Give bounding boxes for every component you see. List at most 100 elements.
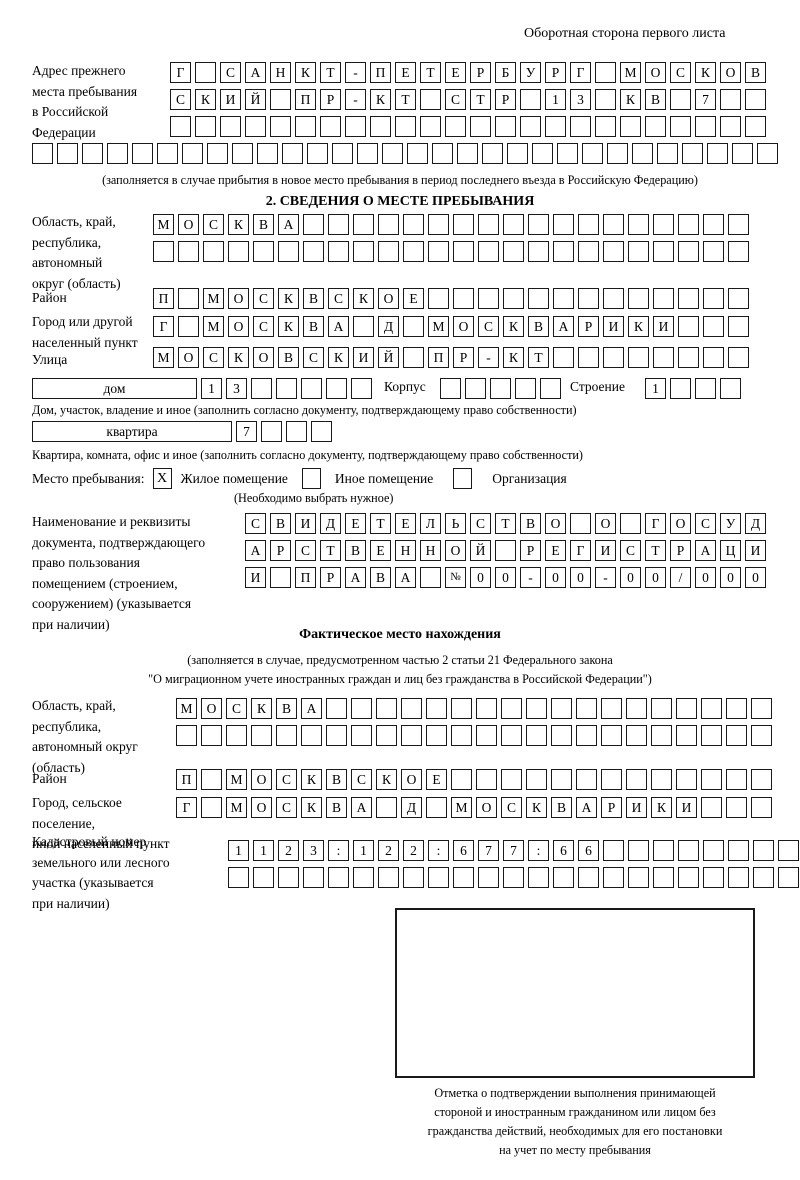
prev-address-cell-3[interactable]: И: [220, 89, 241, 110]
cadastral-cell-16[interactable]: [603, 840, 624, 861]
region-cell-22[interactable]: [678, 241, 699, 262]
document-cell-17[interactable]: Г: [645, 513, 666, 534]
prev-address-cell-21[interactable]: [532, 143, 553, 164]
fact-city-cell-16[interactable]: В: [551, 797, 572, 818]
prev-address-cell-22[interactable]: [557, 143, 578, 164]
district-cell-7[interactable]: В: [303, 288, 324, 309]
prev-address-cell-8[interactable]: -: [345, 89, 366, 110]
cadastral-cell-11[interactable]: [478, 867, 499, 888]
city-cell-12[interactable]: М: [428, 316, 449, 337]
prev-address-cell-16[interactable]: Р: [545, 62, 566, 83]
fact-city-cell-2[interactable]: [201, 797, 222, 818]
korpus-cell-3[interactable]: [490, 378, 511, 399]
city-cell-4[interactable]: О: [228, 316, 249, 337]
prev-address-cell-16[interactable]: [545, 116, 566, 137]
prev-address-row-3[interactable]: [170, 116, 770, 137]
fact-region-cell-10[interactable]: [401, 725, 422, 746]
prev-address-cell-11[interactable]: [420, 116, 441, 137]
korpus-cell-5[interactable]: [540, 378, 561, 399]
fact-city-cell-11[interactable]: [426, 797, 447, 818]
document-cell-5[interactable]: Е: [345, 513, 366, 534]
document-cell-13[interactable]: О: [545, 513, 566, 534]
prev-address-cell-3[interactable]: С: [220, 62, 241, 83]
street-cell-21[interactable]: [653, 347, 674, 368]
city-cell-11[interactable]: [403, 316, 424, 337]
city-cell-18[interactable]: Р: [578, 316, 599, 337]
fact-region-cell-14[interactable]: [501, 698, 522, 719]
prev-address-cell-23[interactable]: [582, 143, 603, 164]
region-cell-21[interactable]: [653, 241, 674, 262]
fact-district-cell-12[interactable]: [451, 769, 472, 790]
fact-district-cell-8[interactable]: С: [351, 769, 372, 790]
fact-city-cell-18[interactable]: Р: [601, 797, 622, 818]
prev-address-cell-23[interactable]: [720, 116, 741, 137]
korpus-cell-1[interactable]: [440, 378, 461, 399]
document-cell-16[interactable]: [620, 513, 641, 534]
prev-address-cell-2[interactable]: К: [195, 89, 216, 110]
fact-city-cell-5[interactable]: С: [276, 797, 297, 818]
street-cell-6[interactable]: В: [278, 347, 299, 368]
prev-address-cell-26[interactable]: [657, 143, 678, 164]
fact-city-cell-17[interactable]: А: [576, 797, 597, 818]
document-cell-10[interactable]: 0: [470, 567, 491, 588]
prev-address-cell-8[interactable]: [345, 116, 366, 137]
region-cell-20[interactable]: [628, 214, 649, 235]
cadastral-cell-18[interactable]: [653, 840, 674, 861]
prev-address-cell-1[interactable]: С: [170, 89, 191, 110]
prev-address-cell-4[interactable]: [107, 143, 128, 164]
document-cell-10[interactable]: Й: [470, 540, 491, 561]
fact-city-cell-15[interactable]: К: [526, 797, 547, 818]
fact-district-cell-21[interactable]: [676, 769, 697, 790]
prev-address-cell-10[interactable]: [257, 143, 278, 164]
district-cell-22[interactable]: [678, 288, 699, 309]
cadastral-cell-16[interactable]: [603, 867, 624, 888]
house-cell-4[interactable]: [276, 378, 297, 399]
district-cell-1[interactable]: П: [153, 288, 174, 309]
stroenie-cell-1[interactable]: 1: [645, 378, 666, 399]
region-cell-7[interactable]: [303, 214, 324, 235]
fact-region-cell-9[interactable]: [376, 725, 397, 746]
street-cell-12[interactable]: П: [428, 347, 449, 368]
prev-address-cell-19[interactable]: [620, 116, 641, 137]
cadastral-cell-17[interactable]: [628, 840, 649, 861]
prev-address-cell-11[interactable]: Т: [420, 62, 441, 83]
prev-address-cell-9[interactable]: [232, 143, 253, 164]
fact-district-cell-22[interactable]: [701, 769, 722, 790]
street-cell-9[interactable]: И: [353, 347, 374, 368]
prev-address-cell-9[interactable]: [370, 116, 391, 137]
flat-cell-1[interactable]: 7: [236, 421, 257, 442]
fact-city-cell-12[interactable]: М: [451, 797, 472, 818]
document-cell-6[interactable]: В: [370, 567, 391, 588]
fact-region-cell-15[interactable]: [526, 698, 547, 719]
prev-address-cell-22[interactable]: К: [695, 62, 716, 83]
district-cell-16[interactable]: [528, 288, 549, 309]
document-cell-18[interactable]: Р: [670, 540, 691, 561]
region-cell-22[interactable]: [678, 214, 699, 235]
prev-address-cell-17[interactable]: [570, 116, 591, 137]
place-type-checkbox-other[interactable]: [301, 468, 321, 489]
prev-address-cell-21[interactable]: [670, 89, 691, 110]
fact-region-cell-6[interactable]: [301, 725, 322, 746]
prev-address-cell-21[interactable]: С: [670, 62, 691, 83]
document-cell-6[interactable]: Т: [370, 513, 391, 534]
prev-address-cell-10[interactable]: Е: [395, 62, 416, 83]
prev-address-cell-16[interactable]: [407, 143, 428, 164]
cadastral-cell-13[interactable]: [528, 867, 549, 888]
street-cell-11[interactable]: [403, 347, 424, 368]
document-cell-18[interactable]: О: [670, 513, 691, 534]
prev-address-cell-4[interactable]: А: [245, 62, 266, 83]
prev-address-cell-5[interactable]: [132, 143, 153, 164]
district-cell-13[interactable]: [453, 288, 474, 309]
prev-address-cell-27[interactable]: [682, 143, 703, 164]
fact-region-cell-10[interactable]: [401, 698, 422, 719]
house-cell-6[interactable]: [326, 378, 347, 399]
city-cell-17[interactable]: А: [553, 316, 574, 337]
prev-address-cell-16[interactable]: 1: [545, 89, 566, 110]
fact-district-cell-11[interactable]: Е: [426, 769, 447, 790]
fact-region-cell-1[interactable]: М: [176, 698, 197, 719]
document-cell-7[interactable]: А: [395, 567, 416, 588]
city-cell-8[interactable]: А: [328, 316, 349, 337]
cadastral-cell-21[interactable]: [728, 840, 749, 861]
region-cell-19[interactable]: [603, 214, 624, 235]
